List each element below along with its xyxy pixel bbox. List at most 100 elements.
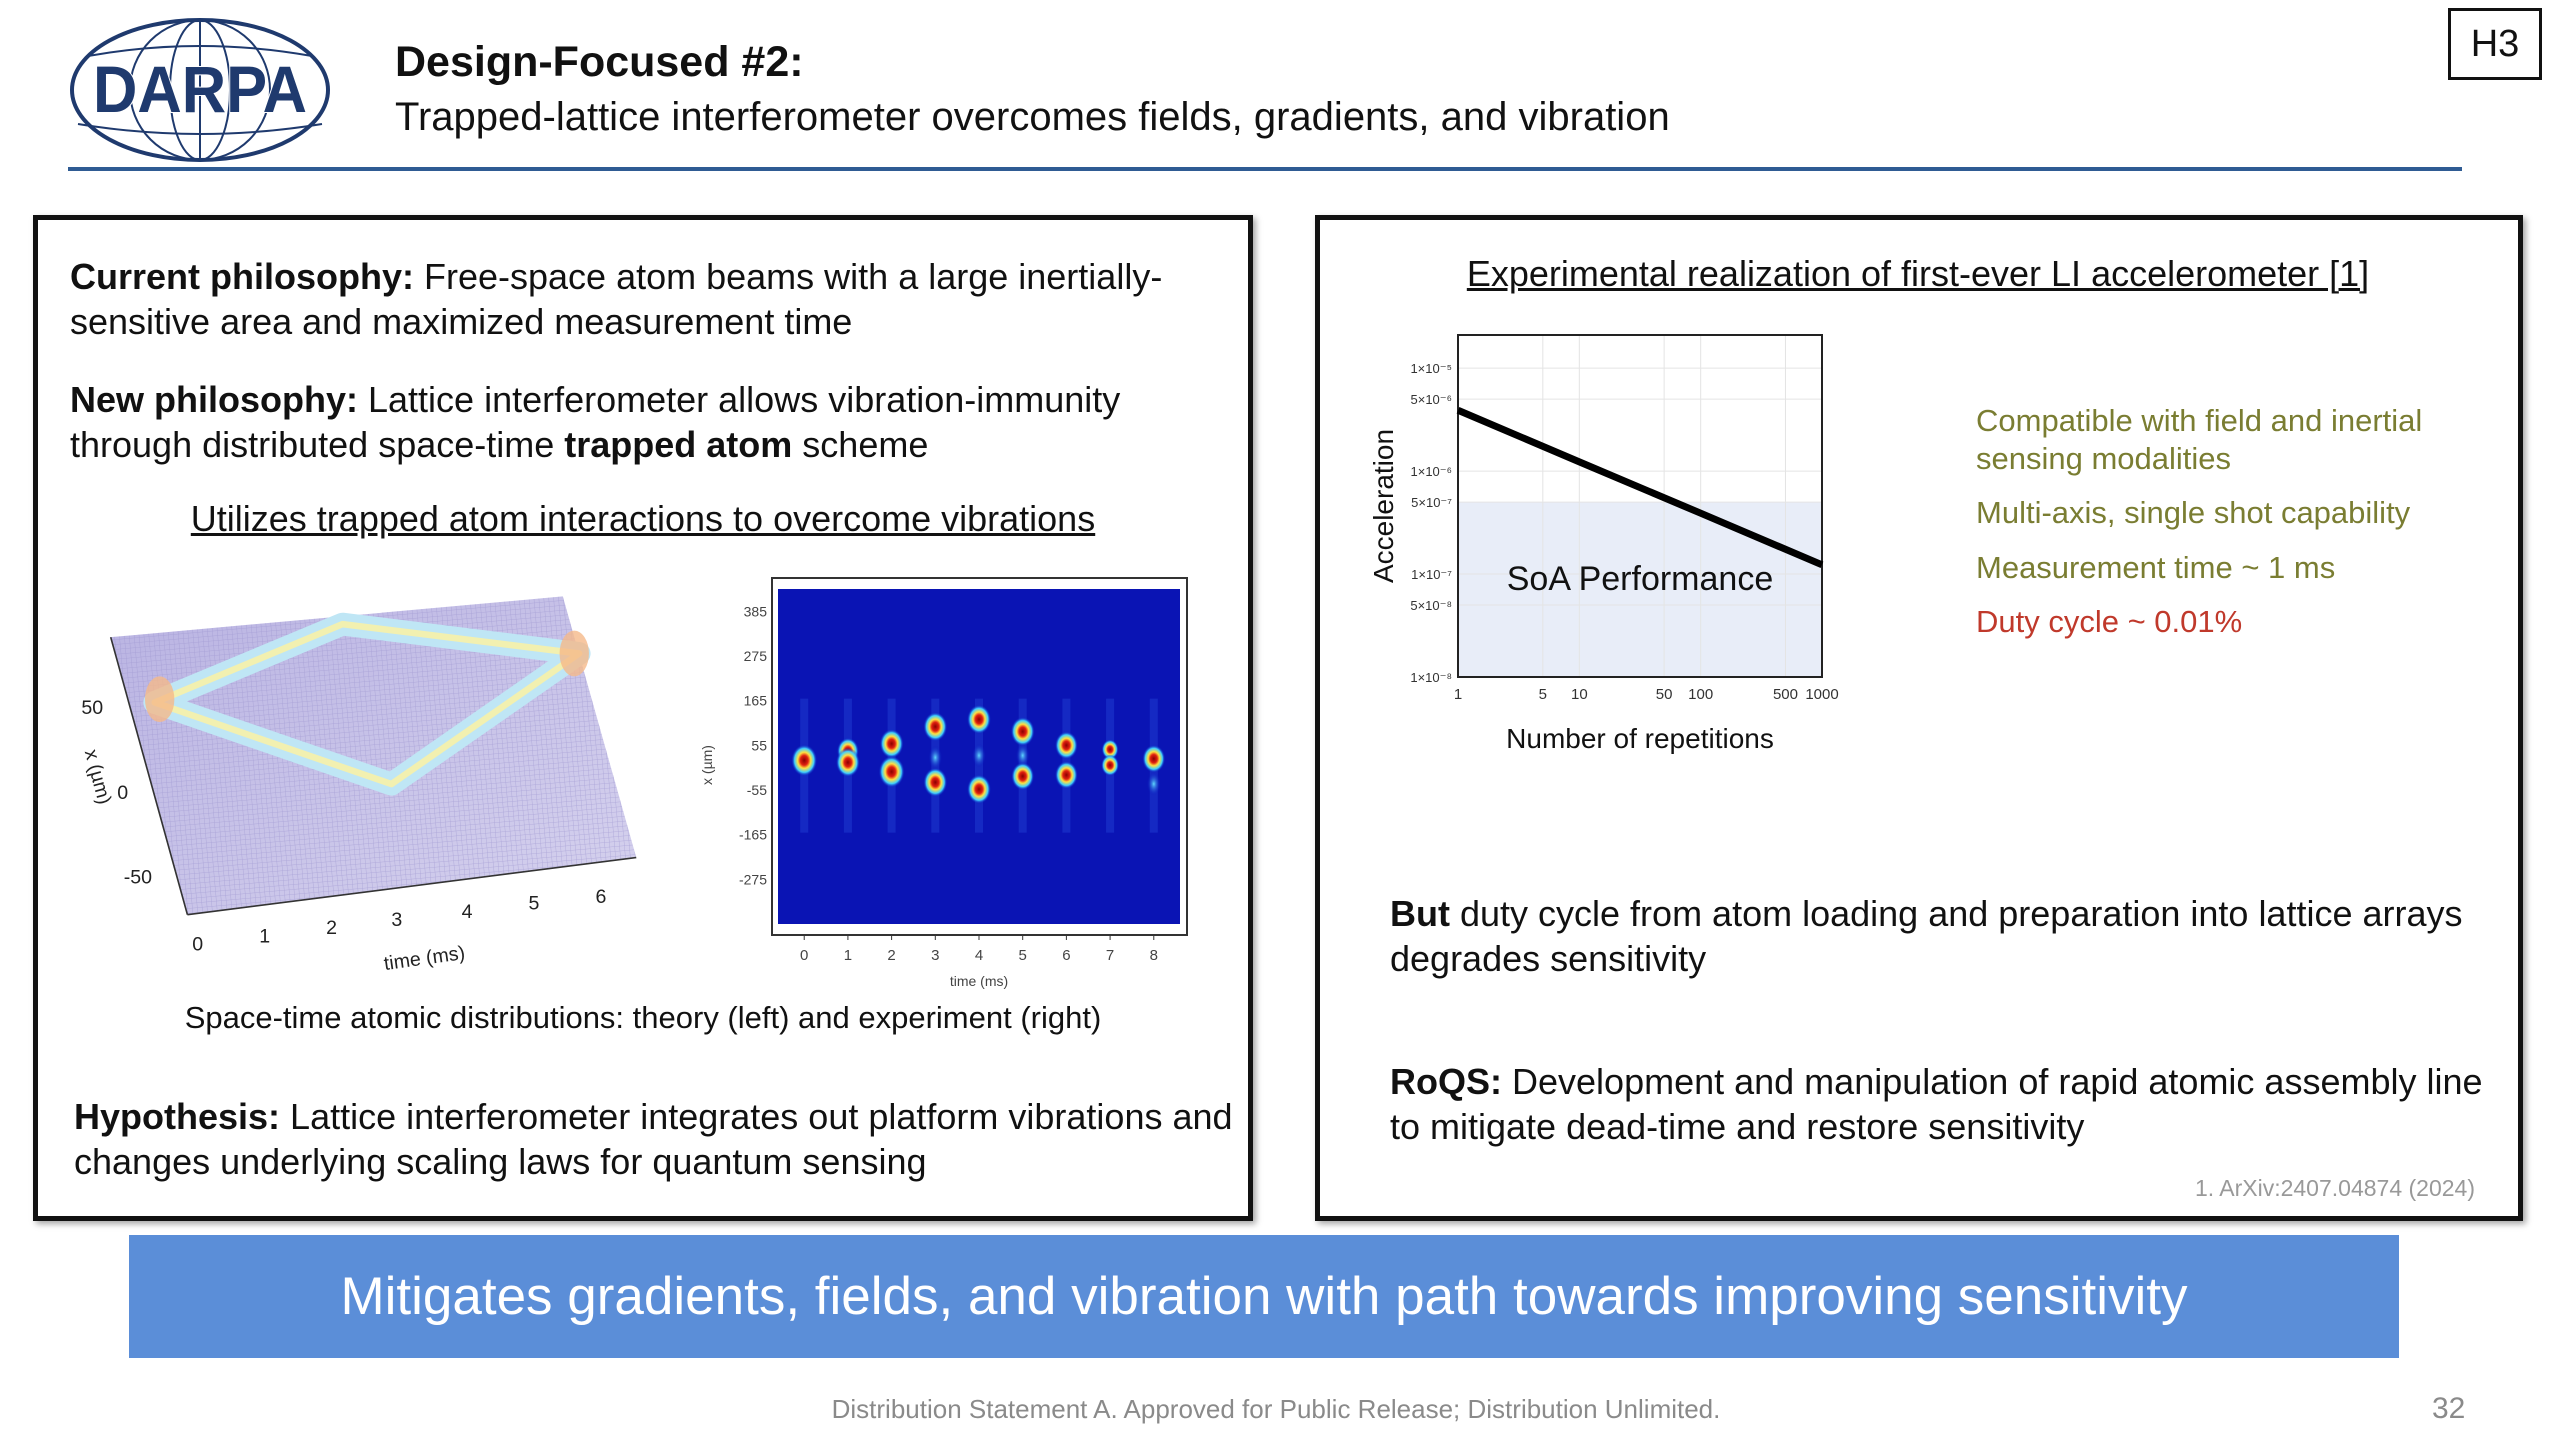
atom-spot [1015, 743, 1030, 768]
heatmap-y-tick-label: -275 [739, 871, 767, 887]
theory-x-tick: 0 [192, 934, 203, 956]
atom-spot [928, 745, 943, 770]
roqs-label: RoQS: [1390, 1061, 1502, 1102]
right-heading: Experimental realization of first-ever L… [1466, 253, 2370, 294]
current-philosophy-text: Free-space atom beams with a large inert… [70, 256, 1163, 342]
x-tick-label: 50 [1656, 686, 1673, 703]
x-tick-label: 10 [1571, 686, 1588, 703]
theory-y-tick: 0 [117, 782, 128, 804]
atom-spot [1101, 754, 1120, 777]
roqs-statement: RoQS: Development and manipulation of ra… [1390, 1059, 2490, 1149]
feature-list: Compatible with field and inertial sensi… [1976, 402, 2476, 640]
new-philosophy-label: New philosophy: [70, 379, 358, 420]
x-tick-label: 5 [1539, 686, 1547, 703]
header-divider [68, 167, 2462, 171]
svg-text:DARPA: DARPA [93, 52, 307, 126]
section-tag: H3 [2448, 8, 2542, 80]
x-tick-label: 500 [1773, 686, 1798, 703]
hypothesis-label: Hypothesis: [74, 1096, 281, 1137]
citation: 1. ArXiv:2407.04874 (2024) [2194, 1175, 2475, 1201]
atom-spot [835, 747, 860, 778]
left-subheading: Utilizes trapped atom interactions to ov… [190, 498, 1096, 539]
heatmap-x-tick-label: 8 [1150, 947, 1158, 964]
heatmap-x-label: time (ms) [950, 973, 1008, 989]
atom-spot [1010, 716, 1035, 747]
theory-x-tick: 2 [326, 917, 337, 939]
slide-title: Design-Focused #2: [395, 38, 804, 86]
heatmap-x-tick-label: 1 [844, 947, 852, 964]
atom-spot [879, 729, 904, 759]
heatmap-x-tick-label: 7 [1106, 947, 1114, 964]
atom-spot [1054, 731, 1078, 760]
acceleration-chart: 1 5 10 50 100 500 1000 1×10⁻⁵ 5×10⁻⁶ 1×10⁻⁶ 5×10⁻⁷… [1368, 334, 1839, 754]
hypothesis: Hypothesis: Lattice interferometer integ… [74, 1094, 1234, 1184]
plot-frame [1457, 334, 1823, 678]
theory-x-label: time (ms) [383, 942, 467, 975]
right-panel [1315, 215, 2523, 1221]
heatmap-x-tick-label: 4 [975, 947, 983, 964]
new-philosophy-bold: trapped atom [564, 424, 793, 465]
atom-spot [1142, 744, 1166, 773]
heatmap-y-tick-label: 165 [744, 693, 768, 709]
heatmap-y-tick-label: -165 [739, 827, 767, 843]
atom-spot [791, 744, 818, 777]
x-axis-label: Number of repetitions [1506, 723, 1774, 754]
theory-surface-plot: 50 0 -50 x (µm) 0 1 2 3 4 5 6 time (ms) [80, 596, 637, 975]
y-tick-label: 5×10⁻⁷ [1411, 495, 1452, 510]
atom-spot [1011, 762, 1035, 791]
atom-spot [967, 774, 991, 804]
atom-spot [967, 704, 991, 735]
feature-item: Measurement time ~ 1 ms [1976, 550, 2336, 585]
heatmap-y-label: x (µm) [699, 745, 715, 785]
atom-spot [1146, 771, 1161, 796]
y-tick-label: 1×10⁻⁷ [1411, 567, 1452, 582]
but-label: But [1390, 893, 1450, 934]
x-tick-label: 1 [1454, 686, 1462, 703]
theory-x-tick: 5 [529, 893, 540, 915]
y-tick-label: 1×10⁻⁸ [1410, 670, 1452, 685]
but-statement: But duty cycle from atom loading and pre… [1390, 891, 2490, 981]
atom-spot [923, 767, 948, 797]
y-tick-label: 5×10⁻⁶ [1411, 392, 1453, 407]
page-number: 32 [2432, 1392, 2466, 1425]
heatmap-x-tick-label: 6 [1062, 947, 1070, 964]
current-philosophy-label: Current philosophy: [70, 256, 414, 297]
x-tick-label: 1000 [1805, 686, 1838, 703]
atom-spot [878, 755, 905, 788]
atom-spot [1054, 760, 1078, 790]
heatmap-y-tick-label: 55 [751, 737, 767, 753]
heatmap-x-tick-label: 5 [1019, 947, 1027, 964]
feature-item-duty-cycle: Duty cycle ~ 0.01% [1976, 604, 2243, 639]
heatmap-y-tick-label: 275 [744, 648, 768, 664]
theory-y-label: x (µm) [80, 747, 116, 807]
series-line [1456, 407, 1824, 569]
soa-region [1458, 502, 1822, 677]
y-axis-label: Acceleration [1368, 429, 1399, 583]
experiment-heatmap: 0 1 2 3 4 5 6 7 8 385 275 165 55 -55 -165 -275 time (ms)… [699, 577, 1188, 989]
feature-item: Multi-axis, single shot capability [1976, 495, 2411, 530]
atom-spot [972, 743, 986, 768]
y-tick-label: 5×10⁻⁸ [1410, 598, 1452, 613]
y-tick-label: 1×10⁻⁵ [1410, 361, 1452, 376]
hypothesis-text: Lattice interferometer integrates out pl… [74, 1096, 1233, 1182]
theory-x-tick: 4 [462, 901, 473, 923]
figure-caption: Space-time atomic distributions: theory … [184, 1000, 1102, 1035]
theory-y-tick: -50 [124, 867, 152, 889]
summary-banner: Mitigates gradients, fields, and vibrati… [129, 1235, 2399, 1358]
heatmap-y-tick-label: 385 [744, 603, 768, 619]
heatmap-x-tick-label: 3 [931, 947, 939, 964]
x-tick-label: 100 [1688, 686, 1713, 703]
new-philosophy-text: Lattice interferometer allows vibration-… [70, 379, 1121, 465]
darpa-logo: DARPA [70, 18, 330, 162]
soa-label: SoA Performance [1507, 560, 1773, 598]
theory-x-tick: 3 [391, 909, 402, 931]
but-text: duty cycle from atom loading and prepara… [1390, 893, 2463, 979]
theory-y-tick: 50 [81, 697, 103, 719]
heatmap-y-tick-label: -55 [747, 782, 767, 798]
feature-item: Compatible with field and inertial sensi… [1976, 403, 2423, 476]
heatmap-x-tick-label: 2 [887, 947, 895, 964]
current-philosophy: Current philosophy: Free-space atom beam… [70, 254, 1220, 344]
atom-spot [1101, 739, 1119, 760]
slide-subtitle: Trapped-lattice interferometer overcomes… [395, 95, 1670, 139]
roqs-text: Development and manipulation of rapid at… [1390, 1061, 2483, 1147]
